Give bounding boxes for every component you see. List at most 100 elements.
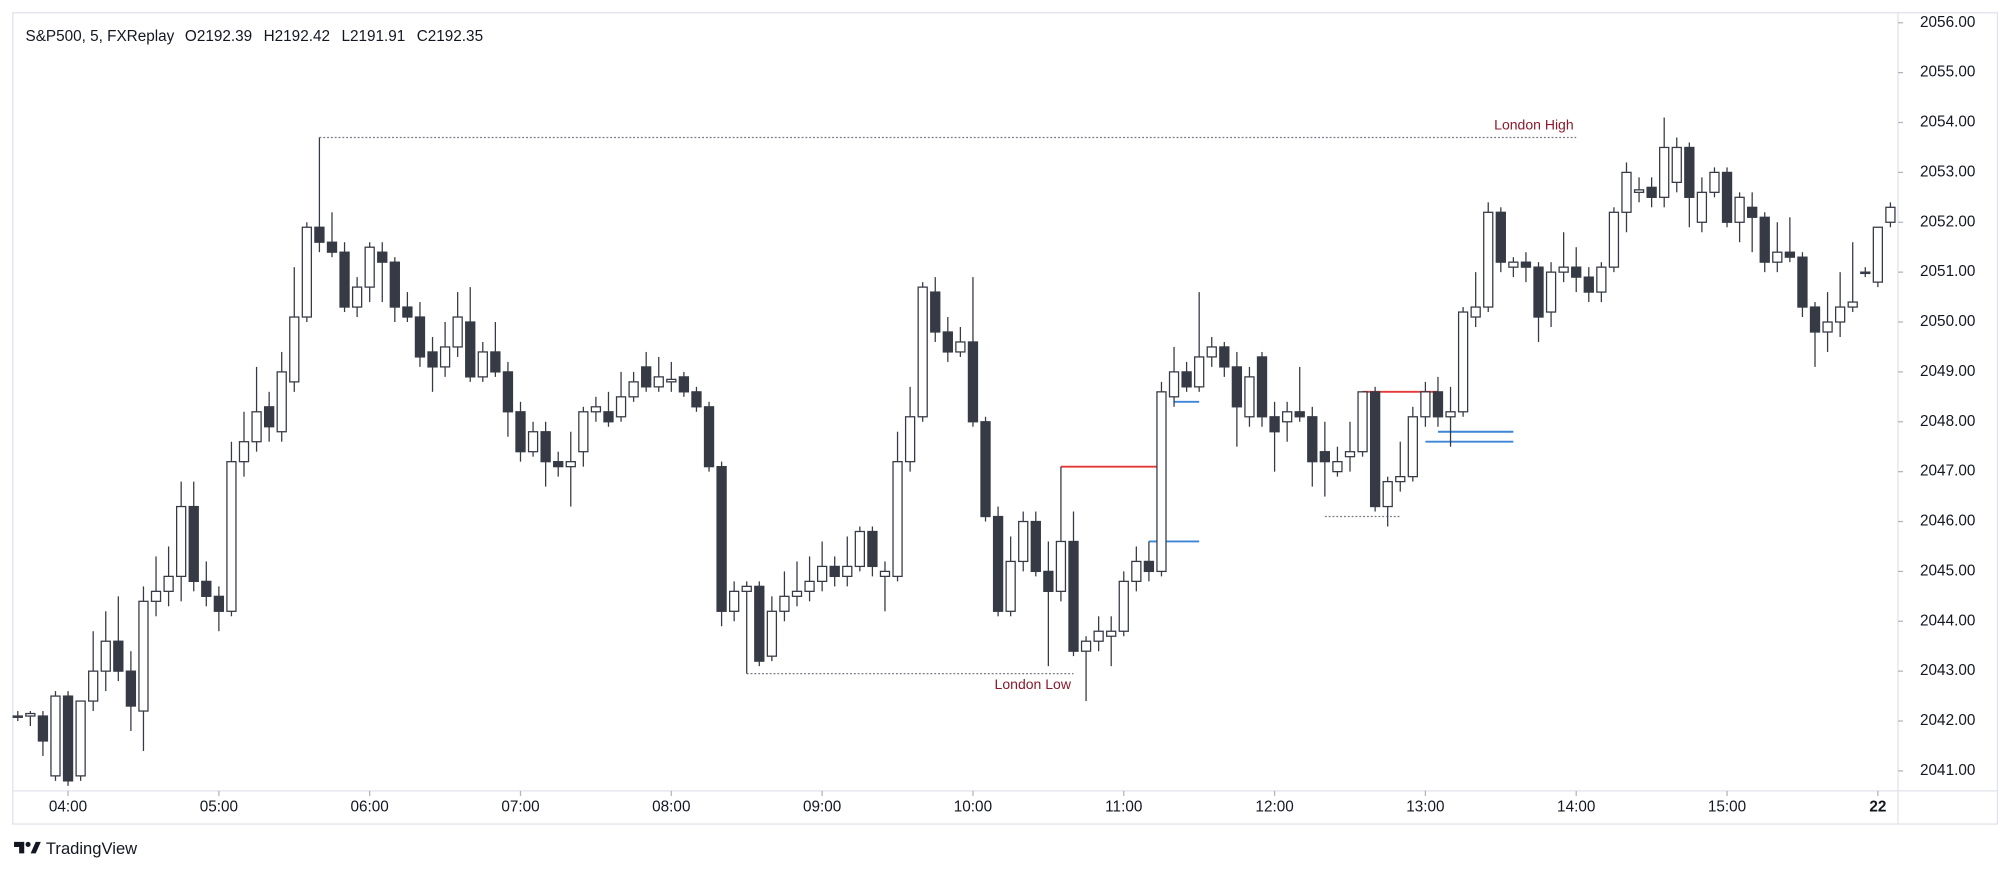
candle-body bbox=[477, 351, 488, 378]
candle-body bbox=[741, 585, 752, 592]
candle-body bbox=[967, 341, 979, 423]
candle-body bbox=[1219, 346, 1230, 368]
candle-body bbox=[603, 411, 614, 423]
candle-body bbox=[37, 715, 49, 742]
candle-body bbox=[439, 346, 451, 368]
candle-body bbox=[1068, 540, 1079, 652]
candle-body bbox=[1294, 411, 1305, 418]
candle-body bbox=[1332, 461, 1343, 473]
candle-body bbox=[930, 291, 941, 333]
candle-body bbox=[1256, 356, 1268, 418]
candle-body bbox=[113, 640, 124, 672]
candle-body bbox=[1533, 266, 1544, 318]
candle-body bbox=[754, 585, 765, 662]
candle-body bbox=[1181, 371, 1192, 388]
candle-body bbox=[326, 241, 338, 253]
x-tick-label: 08:00 bbox=[652, 798, 690, 815]
branding: TradingView bbox=[46, 839, 138, 858]
candle-body bbox=[816, 565, 828, 583]
candle-body bbox=[892, 461, 903, 578]
x-tick-label: 10:00 bbox=[954, 798, 992, 815]
candle-body bbox=[1734, 196, 1745, 223]
candle-body bbox=[1809, 306, 1821, 333]
y-tick-label: 2056.00 bbox=[1920, 14, 1975, 31]
y-tick-label: 2055.00 bbox=[1920, 64, 1975, 81]
candle-body bbox=[980, 421, 991, 518]
x-tick-label: 22 bbox=[1869, 798, 1886, 815]
candle-body bbox=[1860, 271, 1871, 275]
chart-frame bbox=[12, 12, 1999, 825]
candle-body bbox=[25, 712, 36, 717]
candle-body bbox=[465, 321, 476, 378]
candle-body bbox=[1156, 391, 1167, 573]
candle-body bbox=[678, 376, 690, 393]
candle-body bbox=[842, 565, 853, 578]
level-label: London High bbox=[1494, 117, 1574, 133]
candle-body bbox=[1885, 206, 1896, 223]
candle-body bbox=[1759, 216, 1770, 263]
candle-body bbox=[100, 640, 111, 672]
y-tick-label: 2050.00 bbox=[1920, 313, 1975, 330]
candle-body bbox=[1231, 366, 1243, 408]
candle-body bbox=[666, 378, 677, 383]
candle-body bbox=[414, 316, 426, 358]
logo-mark bbox=[25, 841, 31, 847]
candle-body bbox=[314, 226, 325, 243]
candle-body bbox=[1344, 451, 1356, 458]
y-tick-label: 2051.00 bbox=[1920, 263, 1975, 280]
candle-body bbox=[1131, 560, 1142, 583]
candle-body bbox=[1784, 251, 1796, 258]
y-tick-label: 2047.00 bbox=[1920, 463, 1975, 480]
candle-body bbox=[565, 461, 576, 468]
x-tick-label: 04:00 bbox=[49, 798, 87, 815]
candle-body bbox=[377, 251, 388, 263]
x-tick-label: 06:00 bbox=[351, 798, 389, 815]
candle-body bbox=[1043, 570, 1054, 592]
y-tick-label: 2041.00 bbox=[1920, 762, 1975, 779]
candle-body bbox=[163, 575, 174, 592]
candle-body bbox=[1018, 520, 1029, 563]
candle-body bbox=[1545, 271, 1557, 313]
candle-body bbox=[1307, 416, 1318, 463]
candle-body bbox=[50, 695, 61, 777]
candle-body bbox=[527, 431, 539, 453]
candle-body bbox=[1583, 276, 1594, 293]
ohlc-value: C2192.35 bbox=[417, 28, 483, 45]
y-tick-label: 2052.00 bbox=[1920, 213, 1975, 230]
candle-body bbox=[553, 461, 564, 468]
candle-body bbox=[402, 306, 413, 318]
candle-body bbox=[728, 590, 740, 612]
x-tick-label: 07:00 bbox=[501, 798, 539, 815]
candle-body bbox=[578, 411, 589, 453]
x-tick-label: 05:00 bbox=[200, 798, 238, 815]
candle-body bbox=[628, 381, 639, 398]
candle-body bbox=[176, 505, 187, 578]
candle-body bbox=[615, 396, 627, 418]
candle-body bbox=[992, 515, 1004, 612]
candle-body bbox=[1822, 321, 1833, 333]
candle-body bbox=[1395, 475, 1406, 483]
candle-body bbox=[351, 286, 363, 308]
candle-body bbox=[766, 610, 778, 657]
ohlc-value: L2191.91 bbox=[341, 28, 405, 45]
candle-body bbox=[867, 530, 878, 568]
candle-body bbox=[1194, 356, 1205, 388]
x-tick-label: 15:00 bbox=[1708, 798, 1746, 815]
candle-body bbox=[1872, 226, 1884, 283]
candle-body bbox=[75, 700, 86, 777]
candle-body bbox=[1407, 416, 1418, 478]
candle-body bbox=[1382, 480, 1393, 508]
candle-body bbox=[1633, 189, 1645, 193]
candle-body bbox=[1357, 391, 1368, 453]
candle-body bbox=[339, 251, 350, 308]
candle-body bbox=[540, 431, 551, 463]
candle-body bbox=[703, 406, 715, 468]
candle-body bbox=[1244, 376, 1255, 418]
y-tick-label: 2044.00 bbox=[1920, 612, 1975, 629]
candle-body bbox=[1106, 630, 1117, 637]
candle-body bbox=[1319, 451, 1331, 463]
x-tick-label: 14:00 bbox=[1557, 798, 1595, 815]
